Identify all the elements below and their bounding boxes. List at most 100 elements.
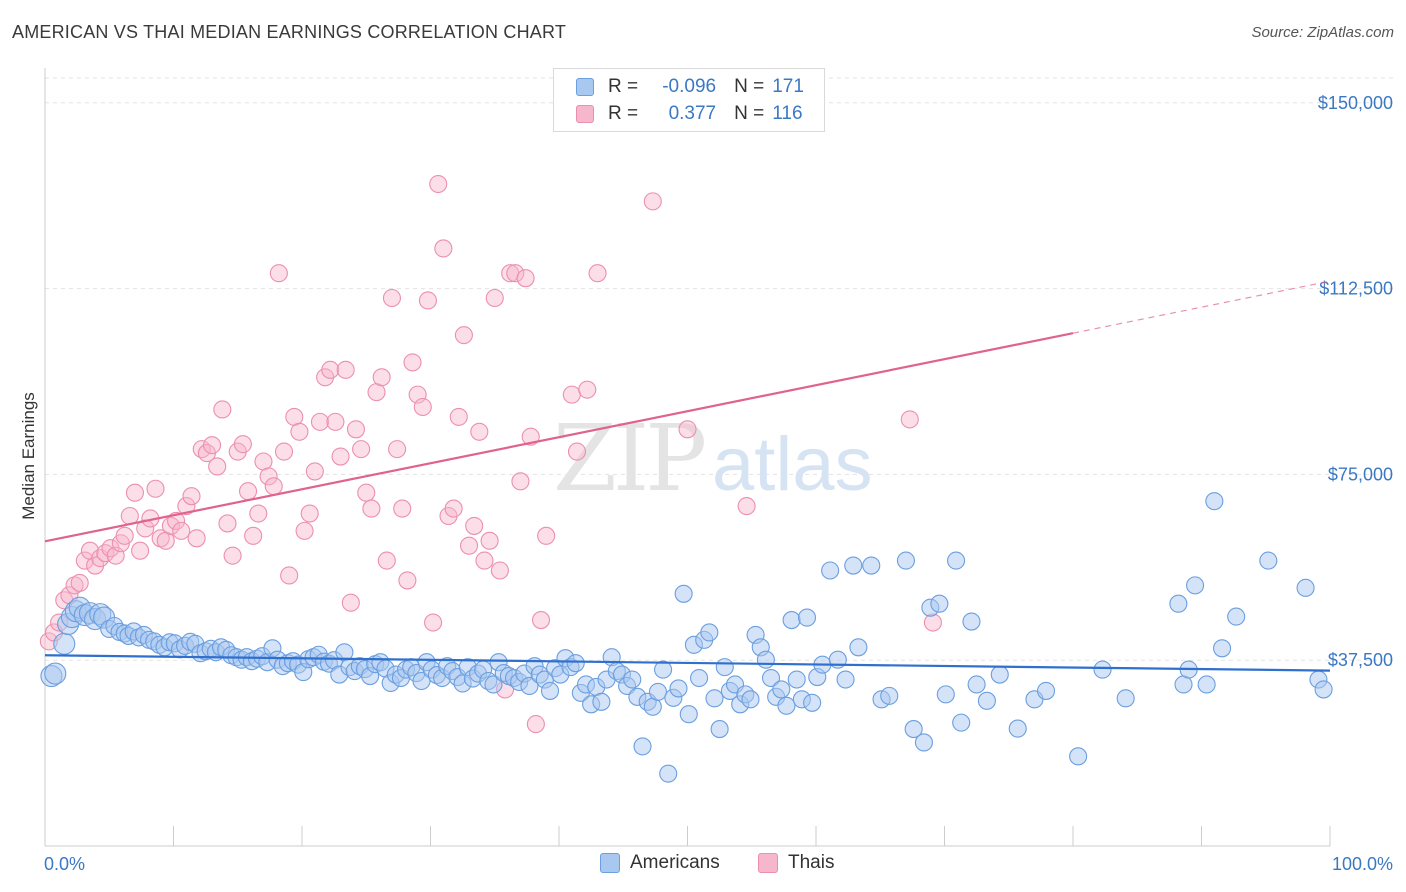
thais-point bbox=[424, 613, 443, 632]
watermark: ZIP atlas bbox=[553, 405, 873, 512]
americans-point bbox=[967, 675, 986, 694]
legend-r-value: -0.096 bbox=[662, 76, 717, 97]
thais-point bbox=[516, 269, 535, 288]
thais-point bbox=[274, 442, 294, 461]
americans-point bbox=[962, 612, 981, 631]
thais-point bbox=[187, 529, 206, 548]
thais-point bbox=[485, 288, 504, 308]
bottom-legend-americans: Americans bbox=[600, 852, 720, 874]
thais-point bbox=[377, 551, 396, 570]
thais-point bbox=[213, 400, 232, 419]
thais-point bbox=[737, 497, 756, 516]
thais-point bbox=[295, 521, 314, 540]
americans-point bbox=[836, 670, 855, 689]
americans-point bbox=[1314, 680, 1333, 699]
americans-point bbox=[484, 675, 503, 694]
americans-point bbox=[772, 680, 791, 699]
thais-point bbox=[233, 435, 252, 454]
americans-point bbox=[715, 658, 734, 677]
legend-n-value: 116 bbox=[772, 103, 803, 124]
thais-point bbox=[578, 380, 597, 399]
bottom-legend-label: Americans bbox=[630, 852, 720, 873]
tick-labels: $37,500 $75,000 $112,500 $150,000 0.0% 100.0% bbox=[44, 93, 1393, 874]
thais-point bbox=[305, 462, 324, 481]
thais-point bbox=[398, 571, 417, 590]
americans-point bbox=[705, 689, 724, 708]
americans-point bbox=[914, 733, 933, 752]
bottom-swatch-thais bbox=[758, 853, 778, 873]
thais-point bbox=[182, 487, 201, 506]
thais-point bbox=[900, 410, 919, 429]
thais-point bbox=[218, 514, 237, 533]
thais-point bbox=[208, 457, 227, 476]
americans-point bbox=[566, 654, 585, 673]
y-axis-label: Median Earnings bbox=[19, 392, 38, 520]
thais-point bbox=[562, 385, 581, 404]
thais-point bbox=[531, 611, 551, 630]
americans-point bbox=[1069, 747, 1088, 766]
thais-point bbox=[372, 368, 391, 387]
thais-point bbox=[567, 442, 587, 461]
americans-point bbox=[412, 671, 431, 691]
americans-point bbox=[1205, 492, 1224, 511]
thais-point bbox=[357, 483, 376, 502]
thais-point bbox=[470, 422, 489, 441]
americans-point bbox=[659, 764, 678, 783]
bottom-legend-thais: Thais bbox=[758, 852, 834, 874]
bottom-swatch-americans bbox=[600, 853, 620, 873]
americans-point bbox=[930, 594, 949, 613]
americans-point bbox=[803, 693, 822, 712]
axes bbox=[44, 68, 1331, 847]
thais-point bbox=[203, 436, 222, 455]
americans-point bbox=[1197, 675, 1216, 694]
thais-point bbox=[326, 412, 345, 431]
thais-point bbox=[393, 499, 412, 518]
thais-point bbox=[403, 353, 422, 372]
thais-point bbox=[161, 516, 180, 535]
thais-point bbox=[346, 420, 366, 439]
thais-point bbox=[125, 483, 144, 502]
legend-n-value: 171 bbox=[772, 76, 804, 97]
americans-point bbox=[741, 690, 760, 709]
bottom-legend-label: Thais bbox=[788, 852, 835, 873]
americans-point bbox=[648, 682, 667, 701]
watermark-atlas: atlas bbox=[712, 422, 873, 507]
thais-point bbox=[465, 516, 484, 535]
americans-point bbox=[669, 679, 688, 698]
americans-point bbox=[1008, 719, 1027, 738]
americans-point bbox=[787, 670, 806, 689]
americans-point bbox=[904, 720, 923, 739]
thais-point bbox=[331, 447, 350, 466]
americans-point bbox=[633, 737, 652, 756]
americans-point bbox=[990, 665, 1009, 684]
thais-point bbox=[146, 479, 165, 498]
legend-r-label: R = bbox=[608, 76, 639, 97]
americans-point bbox=[1036, 681, 1056, 700]
thais-trend-line bbox=[44, 332, 1074, 543]
thais-point bbox=[280, 566, 299, 585]
thais-point bbox=[429, 174, 448, 194]
y-tick-label: $37,500 bbox=[1328, 650, 1393, 670]
americans-point bbox=[947, 551, 966, 570]
thais-point bbox=[290, 422, 309, 441]
thais-point bbox=[475, 551, 494, 570]
thais-point bbox=[434, 239, 453, 258]
americans-point bbox=[44, 662, 67, 685]
x-tick-label: 0.0% bbox=[44, 854, 85, 874]
thais-point bbox=[269, 264, 288, 283]
americans-point bbox=[782, 611, 801, 630]
thais-point bbox=[223, 546, 242, 565]
thais-point bbox=[75, 551, 94, 570]
thais-point bbox=[526, 715, 545, 734]
thais-point bbox=[310, 412, 330, 431]
americans-point bbox=[1093, 660, 1112, 679]
y-tick-label: $150,000 bbox=[1318, 93, 1393, 113]
grid-lines bbox=[45, 77, 1395, 661]
legend-swatch-thais bbox=[576, 105, 594, 123]
legend-swatch-americans bbox=[576, 78, 594, 96]
thais-point bbox=[678, 420, 697, 439]
thais-point bbox=[172, 521, 191, 540]
thais-point bbox=[131, 541, 150, 560]
americans-point bbox=[1186, 576, 1205, 595]
americans-point bbox=[53, 632, 76, 655]
